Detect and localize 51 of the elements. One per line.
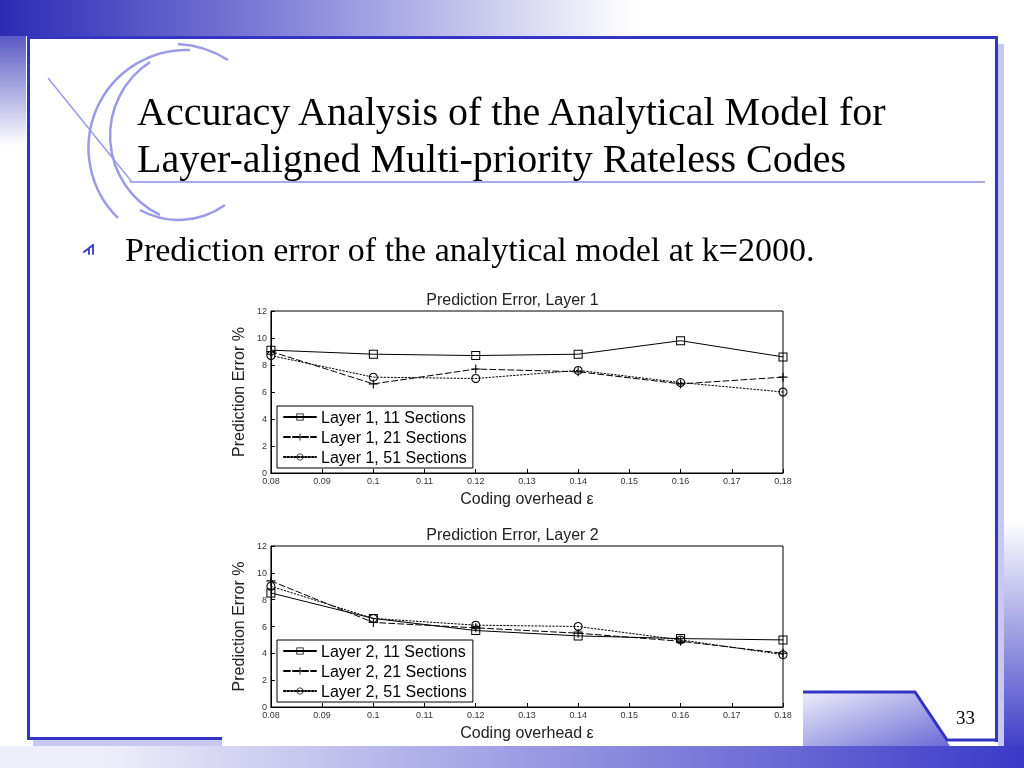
text: Prediction error of the analytical model at k=2000.: [125, 230, 816, 270]
x-tick-label: 0.18: [774, 475, 792, 486]
y-tick-label: 4: [261, 648, 267, 659]
x-tick-label: 0.08: [262, 475, 280, 486]
y-tick-label: 12: [256, 306, 267, 316]
x-tick-label: 0.16: [671, 709, 690, 720]
x-tick-label: 0.1: [367, 709, 380, 720]
x-tick-label: 0.14: [569, 709, 587, 720]
y-axis-title: Prediction Error %: [229, 561, 247, 692]
y-tick-label: 4: [261, 414, 267, 424]
x-tick-label: 0.18: [774, 709, 792, 720]
legend-label: Layer 1, 51 Sections: [321, 448, 467, 466]
x-tick-label: 0.15: [620, 709, 639, 720]
legend-label: Layer 2, 51 Sections: [321, 682, 467, 700]
y-tick-label: 2: [261, 675, 267, 686]
x-tick-label: 0.11: [416, 709, 433, 720]
y-tick-label: 8: [261, 360, 267, 370]
text: 33: [955, 706, 975, 730]
y-tick-label: 6: [261, 387, 267, 397]
y-tick-label: 10: [256, 567, 267, 578]
x-tick-label: 0.09: [313, 475, 331, 486]
x-tick-label: 0.15: [620, 475, 639, 486]
text: Accuracy Analysis of the Analytical Model for Layer-aligned Multi-priority Rateless Codes: [137, 88, 887, 182]
y-tick-label: 10: [256, 333, 267, 343]
x-tick-label: 0.08: [262, 709, 280, 720]
x-tick-label: 0.09: [313, 709, 331, 720]
x-tick-label: 0.16: [671, 475, 690, 486]
x-tick-label: 0.13: [518, 475, 536, 486]
x-tick-label: 0.12: [466, 475, 485, 486]
x-tick-label: 0.17: [723, 475, 741, 486]
legend-label: Layer 2, 21 Sections: [321, 662, 467, 680]
y-tick-label: 0: [261, 468, 267, 478]
x-tick-label: 0.1: [367, 475, 380, 486]
y-tick-label: 6: [261, 621, 267, 632]
legend-label: Layer 2, 11 Sections: [321, 642, 466, 660]
y-tick-label: 2: [261, 441, 267, 451]
x-tick-label: 0.12: [466, 709, 485, 720]
x-tick-label: 0.11: [416, 475, 433, 486]
legend-label: Layer 1, 21 Sections: [321, 428, 467, 446]
x-tick-label: 0.14: [569, 475, 587, 486]
x-tick-label: 0.13: [518, 709, 536, 720]
x-axis-title: Coding overhead ε: [460, 489, 594, 507]
y-tick-label: 8: [261, 594, 267, 605]
y-axis-title: Prediction Error %: [229, 327, 247, 457]
chart-title: Prediction Error, Layer 2: [426, 525, 599, 543]
x-tick-label: 0.17: [723, 709, 741, 720]
x-axis-title: Coding overhead ε: [460, 723, 594, 741]
legend-label: Layer 1, 11 Sections: [321, 408, 466, 426]
chart-title: Prediction Error, Layer 1: [426, 290, 599, 308]
y-tick-label: 12: [256, 541, 267, 551]
y-tick-label: 0: [261, 702, 267, 712]
